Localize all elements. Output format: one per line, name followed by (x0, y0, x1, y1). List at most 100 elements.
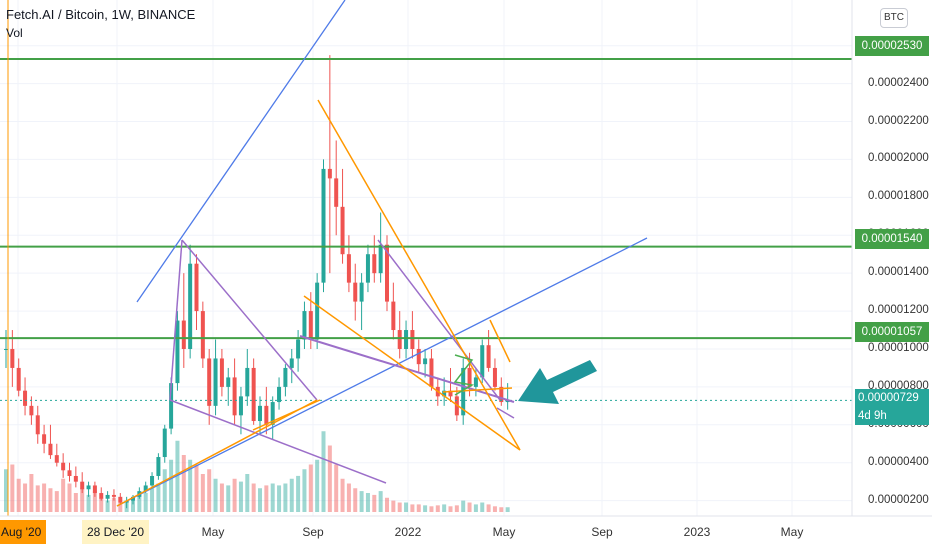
price-tick: 0.00002200 (868, 114, 929, 127)
time-tick: Sep (302, 525, 324, 539)
channel-line (496, 407, 515, 419)
price-tick: 0.00000800 (868, 379, 929, 392)
volume-bar (378, 491, 383, 512)
volume-bar (73, 493, 78, 512)
candle-body (188, 263, 193, 349)
candle-body (480, 345, 485, 378)
candle-body (111, 494, 116, 497)
candle-body (283, 367, 288, 387)
volume-bar (245, 474, 250, 512)
candle-body (270, 402, 275, 425)
candle-body (461, 367, 466, 416)
volume-bar (194, 464, 199, 512)
candle-body (61, 462, 66, 471)
channel-line (169, 239, 183, 401)
candle-body (226, 377, 231, 387)
candle-body (80, 481, 85, 490)
volume-bar (340, 478, 345, 512)
volume-bar (302, 469, 307, 512)
candle-body (131, 496, 135, 501)
currency-button[interactable]: BTC (880, 8, 908, 28)
candle-body (92, 485, 97, 494)
candle-body (219, 358, 224, 387)
volume-bar (131, 497, 135, 512)
bar-countdown: 4d 9h (858, 410, 887, 422)
time-tick: 2023 (683, 525, 711, 539)
grid-lines (0, 0, 852, 516)
price-tick: 0.00001200 (868, 304, 929, 317)
candle-body (175, 320, 180, 384)
volume-bar (54, 491, 59, 512)
candle-body (499, 386, 504, 403)
time-tick: 28 Dec '20 (82, 520, 149, 544)
volume-bar (137, 494, 142, 512)
wedge-line (252, 399, 321, 431)
volume-label: Vol (6, 26, 23, 40)
volume-bar (23, 483, 28, 512)
volume-bar (105, 500, 110, 512)
upper-trend-line (136, 0, 346, 303)
channel-line (377, 239, 501, 401)
volume-bar (200, 474, 205, 512)
time-tick: May (780, 525, 804, 539)
time-tick: 2022 (394, 525, 422, 539)
candle-body (359, 282, 364, 302)
candle-body (143, 485, 148, 492)
candle-body (505, 400, 510, 403)
candle-body (416, 348, 421, 365)
volume-bar (226, 485, 231, 512)
volume-bar (296, 475, 301, 512)
green-zigzag (453, 354, 475, 396)
wedge-line (116, 399, 318, 507)
volume-bar (353, 488, 358, 512)
candle-body (340, 206, 345, 255)
volume-bar (238, 481, 243, 512)
volume-bar (4, 469, 8, 512)
candle-body (54, 455, 59, 463)
candle-body (4, 348, 8, 350)
candle-body (492, 367, 497, 387)
volume-bar (67, 483, 72, 512)
candle-body (105, 494, 110, 499)
candle-body (365, 254, 370, 283)
candle-body (442, 390, 447, 397)
candle-body (150, 475, 155, 486)
volume-bar (359, 491, 364, 512)
volume-bar (480, 502, 485, 512)
volume-bar (111, 497, 116, 512)
candle-body (42, 434, 47, 444)
volume-bar (404, 502, 409, 512)
candle-body (207, 358, 212, 406)
volume-bar (86, 494, 91, 512)
volume-bar (391, 500, 396, 512)
candle-body (302, 311, 307, 340)
time-tick: May (201, 525, 225, 539)
candle-body (118, 496, 123, 503)
volume-bar (10, 464, 15, 512)
wedge-line (303, 295, 521, 451)
candle-body (277, 386, 282, 403)
volume-bar (181, 455, 186, 512)
volume-bar (99, 497, 104, 512)
volume-bar (372, 494, 377, 512)
volume-bar (346, 483, 351, 512)
volume-bar (169, 459, 174, 512)
price-tick: 0.00000200 (868, 493, 929, 506)
candle-body (251, 367, 256, 422)
candle-body (397, 330, 402, 349)
candle-body (353, 282, 358, 302)
volume-bar (156, 483, 161, 512)
volume-bar (232, 478, 237, 512)
volume-bar (410, 504, 415, 512)
candle-body (99, 493, 104, 499)
volume-bar (264, 485, 269, 512)
volume-bar (423, 505, 428, 512)
price-tick: 0.00001800 (868, 190, 929, 203)
price-tick: 0.00001000 (868, 341, 929, 354)
wedge-line (317, 99, 521, 451)
candle-body (448, 390, 453, 397)
price-tick: 0.00002000 (868, 152, 929, 165)
level-label-lower: 0.00001057 (855, 322, 929, 342)
symbol-title: Fetch.AI / Bitcoin, 1W, BINANCE (6, 7, 196, 22)
